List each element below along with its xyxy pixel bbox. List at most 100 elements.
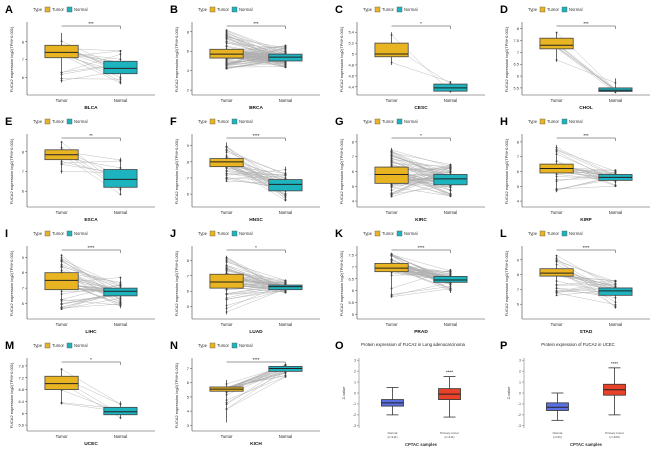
paired-line: [226, 50, 286, 66]
significance-label: ****: [252, 357, 259, 362]
y-tick-label: 8: [187, 29, 190, 34]
paired-line: [226, 175, 286, 179]
paired-line: [556, 47, 616, 93]
paired-line: [226, 371, 286, 390]
group-count: (n=111): [445, 435, 455, 439]
paired-line: [556, 288, 616, 298]
panel-n: N Type Tumor Normal 3 4 5 6 7 FUCA2 expression lo…: [170, 340, 320, 447]
legend-tumor-label: Tumor: [547, 231, 560, 236]
x-tick-tumor: Tumor: [386, 210, 399, 215]
legend-tumor-label: Tumor: [52, 231, 65, 236]
legend-tumor-label: Tumor: [217, 7, 230, 12]
panel-letter: L: [500, 228, 507, 240]
y-tick-label: 6: [22, 189, 25, 194]
y-tick-label: 2: [519, 369, 521, 373]
x-tick-normal: Normal: [444, 322, 458, 327]
legend-normal-swatch: [561, 118, 568, 125]
panel-g: G Type Tumor Normal 4 5 6 7 8 FUCA2 expression lo…: [335, 116, 485, 223]
panel-e: E Type Tumor Normal 6 7 8 FUCA2 expression log2…: [5, 116, 155, 223]
x-tick-tumor: Tumor: [56, 210, 69, 215]
y-axis-label: FUCA2 expression log2(TPM+0.001): [339, 138, 344, 204]
y-tick-label: 1: [519, 380, 521, 384]
legend-normal-swatch: [396, 230, 403, 237]
x-axis-label: CPTAC samples: [570, 442, 603, 447]
cancer-label: KICH: [250, 441, 262, 447]
paired-line: [391, 269, 451, 289]
panel-p: P Protein expression of FUCA2 in UCEC -3 -2…: [500, 340, 626, 447]
y-tick-label: 5: [352, 184, 355, 189]
normal-box: [103, 169, 138, 188]
legend-normal-label: Normal: [239, 7, 253, 12]
paired-line: [61, 264, 121, 287]
significance-label: *: [420, 133, 422, 138]
y-tick-label: 4: [517, 199, 520, 204]
x-tick-tumor: Tumor: [221, 322, 234, 327]
panel-b: B Type Tumor Normal 2 4 6 8 FUCA2 expression log…: [170, 4, 320, 111]
y-tick-label: 6: [187, 49, 190, 54]
y-tick-label: 4.8: [348, 62, 354, 67]
paired-line: [391, 163, 451, 167]
legend-normal-label: Normal: [239, 343, 253, 348]
y-tick-label: 6.4: [18, 399, 24, 404]
y-tick-label: 6: [22, 411, 25, 416]
significance-label: ****: [446, 370, 453, 375]
legend-normal-swatch: [396, 6, 403, 13]
legend-tumor-swatch: [44, 342, 51, 349]
paired-line: [391, 149, 451, 167]
panel-letter: G: [335, 116, 344, 128]
cptac-group-1: Primary tumor(n=111): [438, 376, 461, 439]
significance-label: ****: [582, 245, 589, 250]
paired-line: [61, 284, 121, 295]
paired-line: [391, 288, 451, 297]
paired-line: [226, 288, 286, 313]
panel-letter: M: [5, 340, 14, 352]
paired-line: [556, 292, 616, 305]
paired-line: [226, 170, 286, 176]
tumor-box: [539, 37, 574, 50]
x-tick-normal: Normal: [609, 98, 623, 103]
legend-title: Type: [33, 231, 43, 236]
y-tick-label: 7.6: [18, 363, 24, 368]
paired-line: [391, 286, 451, 295]
significance-label: *: [255, 245, 257, 250]
paired-line: [226, 163, 286, 198]
cancer-label: PRAD: [414, 329, 428, 335]
panel-letter: D: [500, 4, 508, 16]
paired-lines: [555, 254, 617, 309]
paired-line: [226, 370, 286, 388]
y-tick-label: 7: [22, 169, 25, 174]
y-tick-label: 6: [187, 380, 190, 385]
y-tick-label: 7.5: [513, 38, 519, 43]
y-axis-label: FUCA2 expression log2(TPM+0.001): [504, 250, 509, 316]
paired-line: [391, 182, 451, 188]
legend-title: Type: [33, 119, 43, 124]
y-tick-label: 6: [187, 192, 190, 197]
paired-line: [226, 376, 286, 410]
y-tick-label: 5: [352, 52, 355, 57]
paired-line: [61, 54, 121, 73]
x-tick-tumor: Tumor: [551, 98, 564, 103]
y-tick-label: 6: [22, 301, 25, 306]
group-count: (n=31): [553, 435, 562, 439]
x-tick-normal: Normal: [114, 322, 128, 327]
legend-normal-swatch: [561, 230, 568, 237]
paired-line: [226, 270, 286, 281]
legend-title: Type: [198, 231, 208, 236]
paired-line: [226, 60, 286, 63]
legend-normal-swatch: [396, 118, 403, 125]
paired-line: [556, 258, 616, 308]
panel-a: A Type Tumor Normal 6 7 8 FUCA2 expression log2…: [5, 4, 155, 111]
tumor-box: [209, 158, 244, 168]
paired-line: [556, 149, 616, 177]
y-tick-label: 8: [22, 270, 25, 275]
cancer-label: ESCA: [84, 217, 98, 223]
paired-line: [226, 151, 286, 175]
normal-box: [433, 275, 468, 283]
y-tick-label: 3: [187, 423, 190, 428]
paired-line: [556, 59, 616, 84]
y-tick-label: 9: [187, 143, 190, 148]
legend-normal-label: Normal: [74, 7, 88, 12]
legend-normal-label: Normal: [74, 119, 88, 124]
y-tick-label: 8: [517, 272, 520, 277]
panel-letter: A: [5, 4, 13, 16]
